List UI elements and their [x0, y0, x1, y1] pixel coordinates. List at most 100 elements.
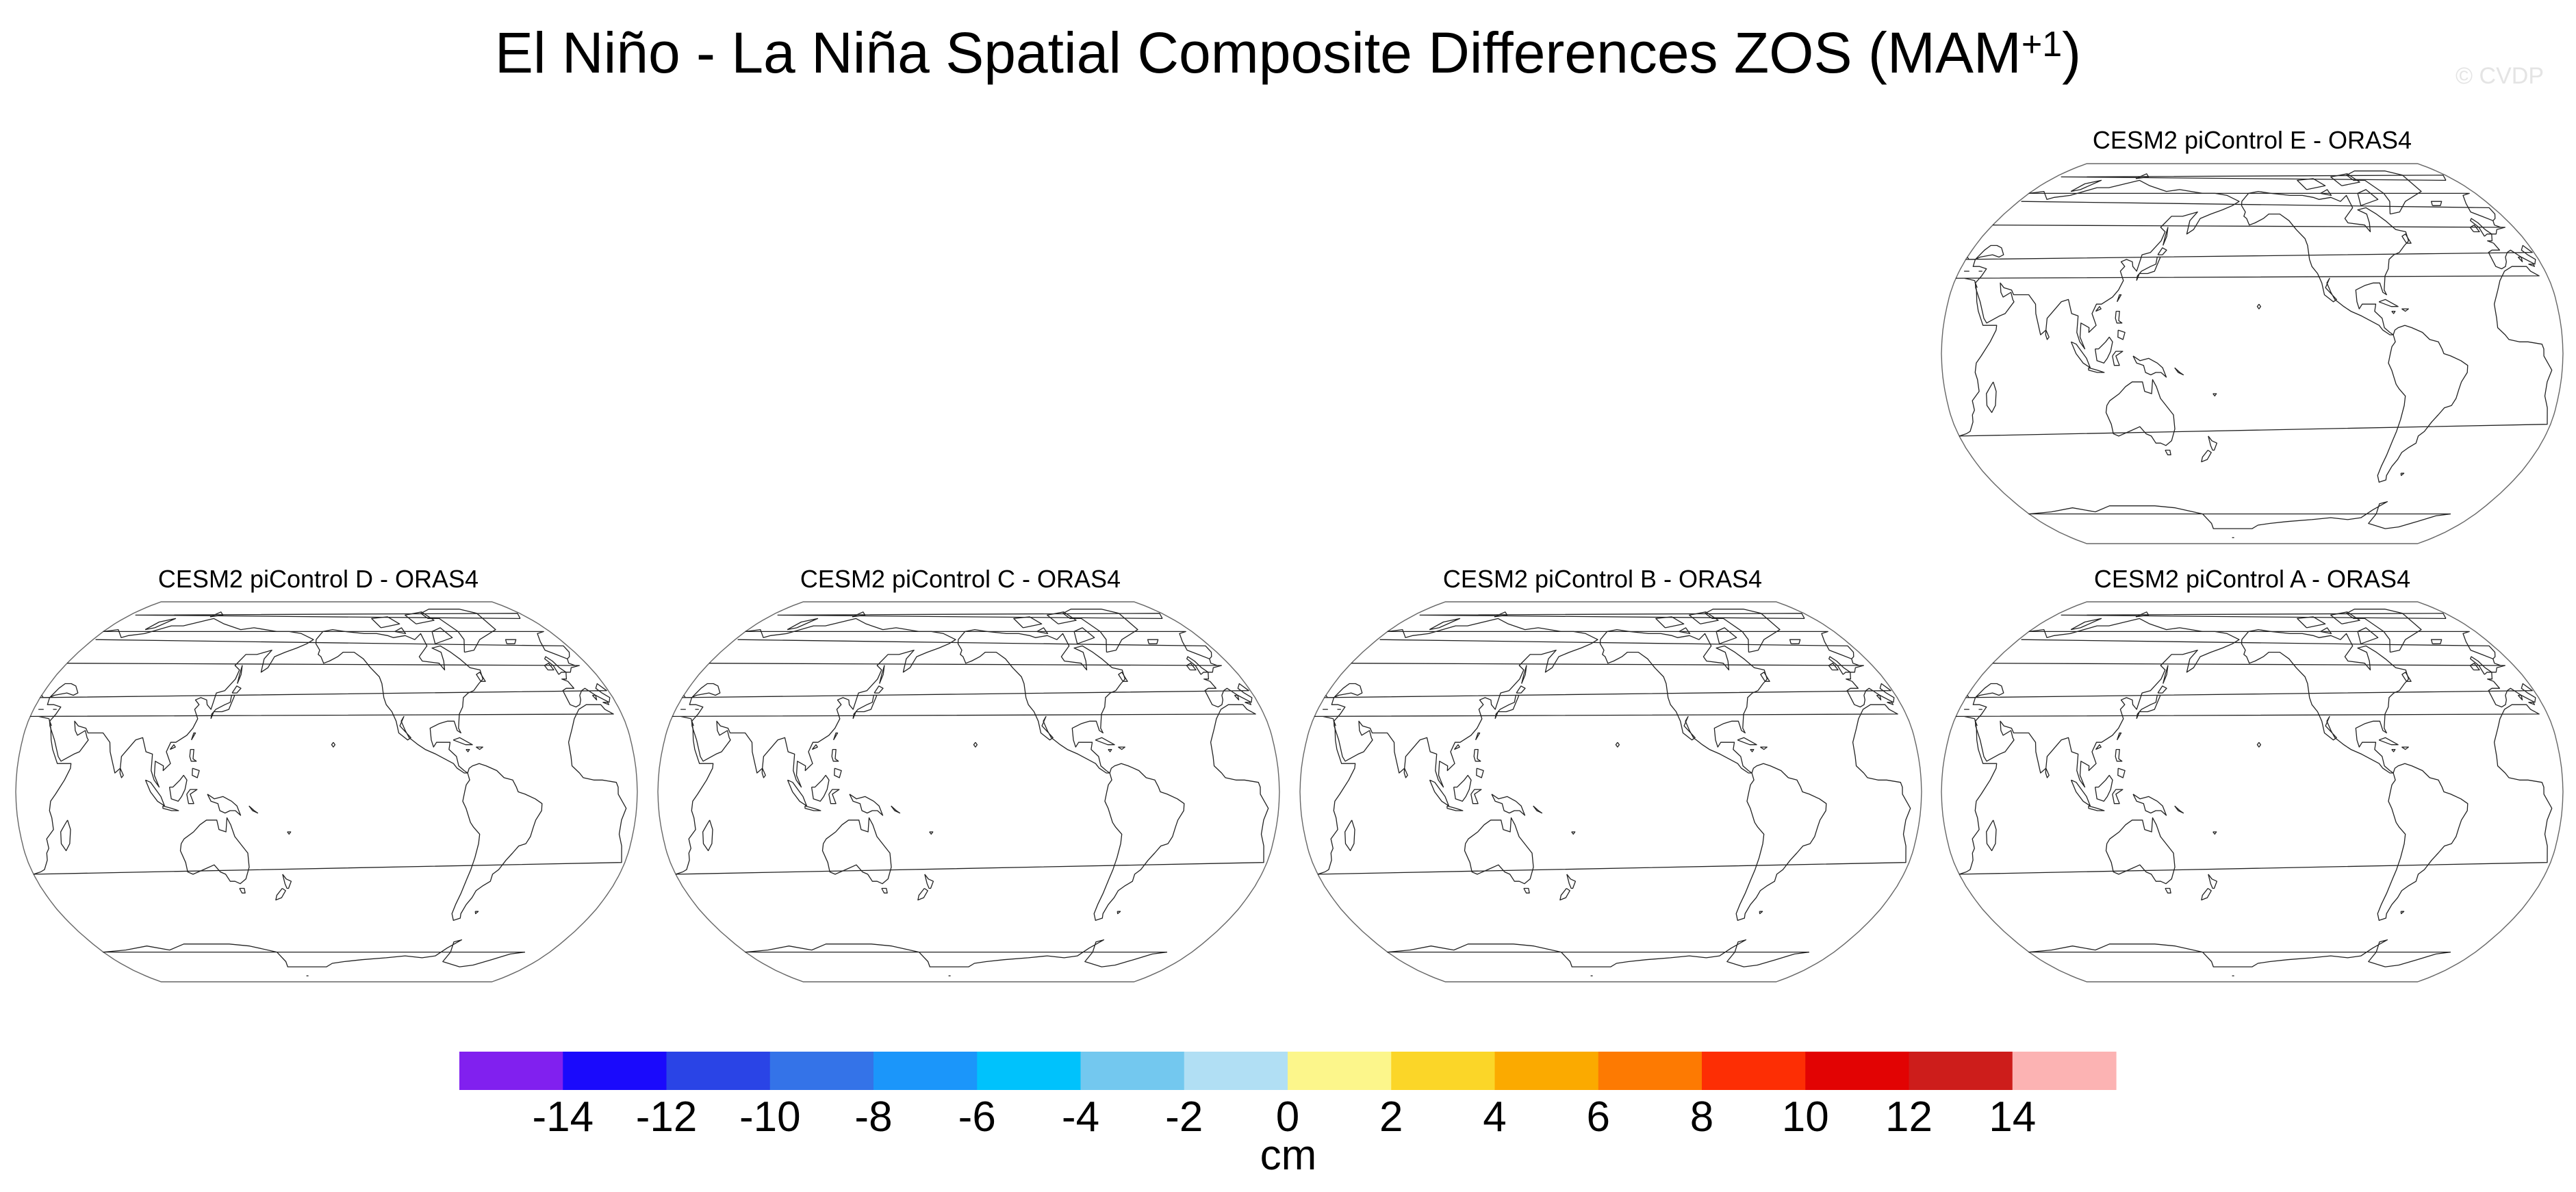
coastline [1118, 746, 1125, 750]
coastline [2256, 741, 2262, 748]
map-boundary [657, 601, 1280, 982]
coastline [1992, 659, 2505, 666]
coastline [2132, 794, 2167, 816]
coastline [821, 817, 892, 885]
coastline [2165, 887, 2171, 893]
map-boundary [1941, 601, 2564, 982]
coastline [2256, 303, 2262, 309]
coastline [2391, 748, 2396, 752]
coastline [315, 629, 484, 774]
coastline [168, 774, 188, 802]
map-boundary [1299, 601, 1922, 982]
coastline [1716, 627, 1737, 644]
coastline [1735, 763, 1827, 921]
coastline [2401, 308, 2409, 312]
coastline [1403, 768, 1408, 778]
coastline [675, 718, 714, 875]
colorbar-tick-label: 8 [1689, 1093, 1714, 1141]
coastline [2174, 367, 2184, 376]
coastline [1095, 737, 1115, 746]
coastline [331, 741, 336, 748]
coastline [192, 768, 200, 778]
coastline [683, 618, 956, 788]
coastline [237, 665, 243, 684]
coastline [2377, 325, 2469, 483]
coastline [1062, 609, 1138, 653]
coastline [1986, 820, 1997, 852]
coastline [2163, 665, 2169, 684]
coastline [1453, 744, 1460, 750]
coastline [209, 611, 224, 618]
coastline [709, 659, 1222, 666]
coastline [544, 663, 554, 671]
coastline [2116, 732, 2122, 741]
coastline [1245, 702, 1252, 705]
coastline [1387, 939, 1810, 967]
coastline [60, 820, 71, 852]
coastline [973, 741, 978, 748]
coastline [2157, 247, 2167, 255]
coastline [1073, 627, 1095, 644]
coastline [1828, 656, 1851, 675]
map-panel-e [1941, 163, 2564, 544]
coastline [2105, 379, 2176, 446]
coastline [957, 629, 1126, 774]
coastline [849, 794, 884, 816]
coastline [787, 779, 808, 807]
coastline [2157, 685, 2167, 694]
coastline [1429, 618, 1461, 631]
coastline [231, 685, 242, 694]
coastline [29, 704, 627, 875]
coastline [2212, 831, 2217, 835]
coastline [275, 887, 286, 901]
coastline [2028, 939, 2451, 967]
coastline [2112, 789, 2124, 804]
coastline [682, 665, 1253, 708]
figure-title-text: El Niño - La Niña Spatial Composite Diff… [494, 21, 2022, 85]
coastline [1036, 627, 1049, 635]
coastline [1750, 748, 1755, 752]
coastline [476, 746, 483, 750]
coastline [1013, 616, 1043, 629]
coastline [1147, 639, 1159, 644]
coastline [144, 779, 166, 807]
coastline [1446, 805, 1464, 811]
coastline [476, 672, 486, 682]
coastline [1108, 748, 1112, 752]
coastline [505, 639, 517, 644]
coastline [1093, 763, 1185, 921]
colorbar-tick-label: -12 [635, 1093, 698, 1141]
coastline [2320, 627, 2332, 635]
coastline [2346, 170, 2422, 215]
coastline [873, 685, 884, 694]
coastline [924, 874, 934, 889]
coastline [1959, 280, 1998, 437]
coastline [1887, 702, 1894, 705]
colorbar-tick-label: 10 [1781, 1093, 1829, 1141]
coastline [162, 805, 179, 811]
coastline [1325, 618, 1598, 788]
colorbar-tick-label: 2 [1379, 1093, 1403, 1141]
coastline [1186, 656, 1209, 675]
coastline [745, 939, 1168, 967]
coastline [591, 694, 598, 700]
coastline [1470, 789, 1482, 804]
coastline [1491, 794, 1526, 816]
colorbar-box [873, 1052, 978, 1090]
coastline [2400, 472, 2405, 477]
coastline [2401, 672, 2412, 682]
coastline [2401, 233, 2412, 244]
coastline [2070, 618, 2102, 631]
coastline [2070, 341, 2091, 368]
coastline [2088, 367, 2105, 373]
colorbar-tick-label: 14 [1989, 1093, 2037, 1141]
coastline [1967, 618, 2240, 788]
colorbar-box [1391, 1052, 1496, 1090]
coastline [2021, 631, 2496, 659]
coastline [2469, 663, 2480, 671]
coastline [2357, 189, 2379, 206]
coastline [2061, 613, 2447, 620]
colorbar-box [1909, 1052, 2013, 1090]
coastline [1689, 611, 1719, 624]
colorbar-tick-label: -10 [739, 1093, 801, 1141]
